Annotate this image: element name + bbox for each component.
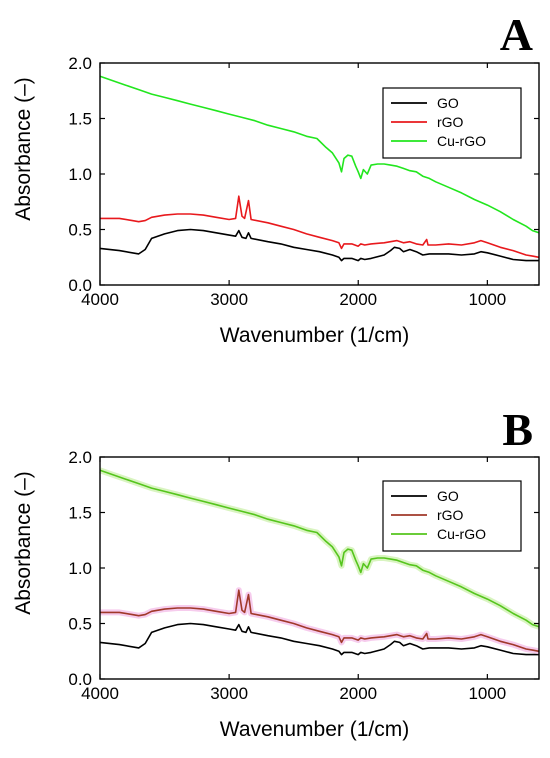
y-tick-label: 2.0 bbox=[68, 54, 92, 73]
series-line-rgo bbox=[100, 589, 540, 653]
chart-panel-a: A 4000 3000 2000 1000 0.0 0.5 1.0 1.5 2.0 Wavenumb… bbox=[12, 9, 540, 347]
x-tick-label: 3000 bbox=[210, 290, 248, 309]
y-tick-label: 1.5 bbox=[68, 110, 92, 129]
legend-box bbox=[382, 87, 522, 159]
x-tick-label: 1000 bbox=[468, 684, 506, 703]
y-tick-label: 0.0 bbox=[68, 670, 92, 689]
series-line-go bbox=[99, 622, 539, 656]
series-line-go bbox=[99, 228, 539, 262]
legend-label-cu-rgo: Cu-rGO bbox=[437, 526, 486, 542]
chart-panel-b: B 4000 3000 2000 1000 0.0 0.5 1.0 1.5 2.0 Wavenumb… bbox=[12, 404, 540, 741]
legend-label-rgo: rGO bbox=[437, 507, 464, 523]
y-axis-label: Absorbance (–) bbox=[12, 471, 35, 615]
series-group bbox=[99, 467, 540, 656]
y-tick-label: 1.5 bbox=[68, 504, 92, 523]
legend: GO rGO Cu-rGO bbox=[382, 87, 522, 159]
x-tick-label: 2000 bbox=[339, 684, 377, 703]
x-tick-label: 1000 bbox=[468, 290, 506, 309]
legend-label-rgo: rGO bbox=[437, 114, 464, 130]
series-halo-rgo bbox=[100, 587, 540, 655]
y-tick-label: 0.5 bbox=[68, 221, 92, 240]
legend-box bbox=[382, 480, 522, 552]
panel-label: A bbox=[500, 9, 533, 60]
legend-label-go: GO bbox=[437, 488, 459, 504]
legend: GO rGO Cu-rGO bbox=[382, 480, 522, 552]
x-tick-label: 3000 bbox=[210, 684, 248, 703]
x-axis-label: Wavenumber (1/cm) bbox=[220, 718, 409, 741]
legend-label-go: GO bbox=[437, 95, 459, 111]
x-tick-label: 4000 bbox=[81, 684, 119, 703]
y-tick-label: 2.0 bbox=[68, 448, 92, 467]
y-axis-label: Absorbance (–) bbox=[12, 77, 35, 221]
series-group bbox=[99, 75, 540, 262]
x-axis-label: Wavenumber (1/cm) bbox=[220, 324, 409, 347]
series-line-rgo bbox=[100, 195, 540, 259]
y-tick-label: 1.0 bbox=[68, 559, 92, 578]
panel-label: B bbox=[502, 404, 533, 455]
y-tick-label: 0.0 bbox=[68, 276, 92, 295]
y-tick-label: 0.5 bbox=[68, 615, 92, 634]
x-tick-label: 4000 bbox=[81, 290, 119, 309]
series-line-cu-rgo bbox=[99, 469, 540, 628]
y-tick-label: 1.0 bbox=[68, 165, 92, 184]
x-tick-label: 2000 bbox=[339, 290, 377, 309]
series-line-cu-rgo bbox=[99, 75, 540, 234]
legend-label-cu-rgo: Cu-rGO bbox=[437, 133, 486, 149]
